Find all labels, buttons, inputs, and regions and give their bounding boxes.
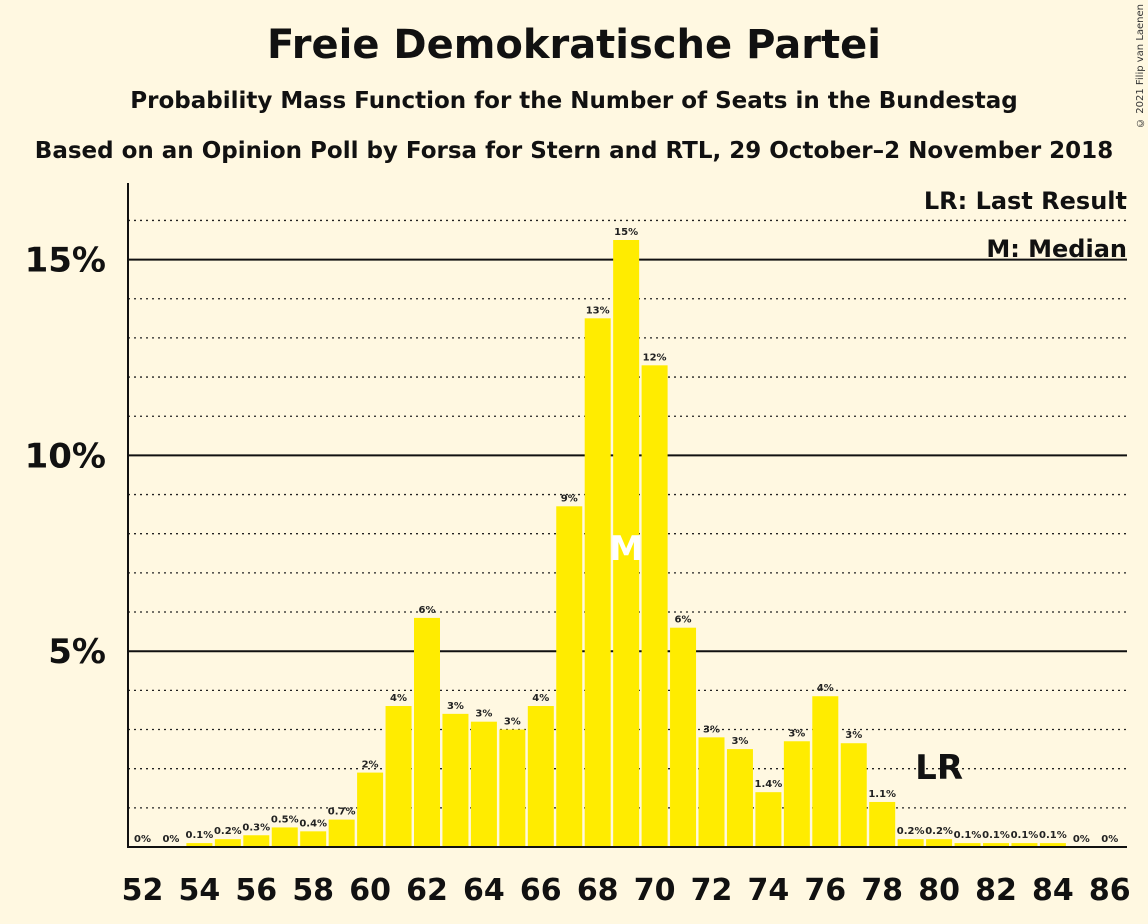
data-label: 1.1%: [868, 789, 896, 800]
bar: [1039, 843, 1066, 847]
bar: [584, 318, 611, 847]
bar: [527, 706, 554, 847]
data-label: 0.1%: [186, 830, 214, 841]
data-label: 15%: [614, 227, 638, 238]
bar: [897, 839, 924, 847]
bar: [499, 729, 526, 847]
x-tick-label: 62: [406, 873, 448, 908]
data-label: 0%: [134, 834, 151, 845]
last-result-marker: LR: [915, 748, 963, 788]
data-label: 0.4%: [299, 818, 327, 829]
data-label: 0.1%: [1011, 830, 1039, 841]
x-tick-label: 84: [1032, 873, 1074, 908]
data-label: 0.3%: [242, 822, 270, 833]
data-label: 3%: [731, 736, 748, 747]
y-tick-label: 15%: [25, 241, 106, 281]
bar: [698, 737, 725, 847]
bar: [470, 721, 497, 847]
data-label: 0.2%: [925, 826, 953, 837]
x-tick-label: 82: [975, 873, 1017, 908]
bar: [442, 713, 469, 847]
data-label: 0%: [162, 834, 179, 845]
legend-last-result: LR: Last Result: [924, 187, 1127, 215]
x-tick-label: 80: [918, 873, 960, 908]
x-tick-label: 78: [861, 873, 903, 908]
data-label: 3%: [703, 724, 720, 735]
x-tick-label: 86: [1089, 873, 1131, 908]
data-label: 0%: [1073, 834, 1090, 845]
data-label: 0%: [1101, 834, 1118, 845]
bar: [670, 627, 697, 847]
x-tick-label: 58: [292, 873, 334, 908]
data-label: 3%: [447, 701, 464, 712]
bar: [869, 801, 896, 847]
data-label: 9%: [561, 493, 578, 504]
x-tick-label: 52: [122, 873, 164, 908]
chart-source-subtitle: Based on an Opinion Poll by Forsa for St…: [34, 138, 1114, 164]
median-marker: M: [609, 529, 643, 569]
x-tick-label: 76: [804, 873, 846, 908]
bar: [243, 835, 270, 847]
y-tick-label: 10%: [25, 436, 106, 476]
y-tick-label: 5%: [48, 632, 106, 672]
data-label: 0.1%: [954, 830, 982, 841]
x-tick-label: 56: [235, 873, 277, 908]
legend-median: M: Median: [986, 235, 1127, 263]
x-tick-label: 68: [577, 873, 619, 908]
bar: [954, 843, 981, 847]
bar: [328, 819, 355, 847]
data-label: 6%: [675, 615, 692, 626]
bar: [926, 839, 953, 847]
x-tick-label: 64: [463, 873, 505, 908]
bar: [300, 831, 327, 847]
data-label: 0.7%: [328, 807, 356, 818]
bar: [357, 772, 384, 847]
x-tick-label: 54: [179, 873, 221, 908]
bar: [840, 743, 867, 847]
data-label: 2%: [362, 760, 379, 771]
bar: [726, 749, 753, 847]
x-tick-label: 66: [520, 873, 562, 908]
data-label: 3%: [475, 709, 492, 720]
bar: [641, 365, 668, 847]
data-label: 0.2%: [897, 826, 925, 837]
data-label: 0.5%: [271, 814, 299, 825]
bar: [186, 843, 213, 847]
bar: [414, 617, 440, 847]
bar: [214, 839, 241, 847]
bars: 0% 0% 0.1% 0.2% 0.3%0.5% 0.4%0.7%2%4%6%3%3%3%…: [134, 227, 1118, 847]
bar: [983, 843, 1009, 847]
chart-subtitle: Probability Mass Function for the Number…: [130, 88, 1018, 114]
bar: [755, 792, 782, 847]
bar: [385, 706, 412, 847]
data-label: 0.1%: [982, 830, 1010, 841]
data-label: 4%: [390, 693, 407, 704]
x-tick-label: 74: [748, 873, 790, 908]
bar: [613, 240, 640, 847]
data-label: 3%: [845, 730, 862, 741]
bar: [783, 741, 810, 847]
bar: [271, 827, 298, 847]
data-label: 6%: [419, 605, 436, 616]
data-label: 0.1%: [1039, 830, 1067, 841]
chart-title: Freie Demokratische Partei: [266, 22, 881, 68]
axes: 5% 10% 15% 52 54 56 58 60 62 64 66 68 70 72 74 76 78 80 82…: [25, 183, 1131, 908]
x-tick-label: 70: [634, 873, 676, 908]
data-label: 3%: [504, 717, 521, 728]
data-label: 13%: [586, 305, 610, 316]
data-label: 4%: [817, 683, 834, 694]
data-label: 0.2%: [214, 826, 242, 837]
data-label: 4%: [532, 693, 549, 704]
bar: [812, 696, 839, 847]
data-label: 3%: [788, 728, 805, 739]
bar: [1011, 843, 1038, 847]
data-label: 1.4%: [755, 779, 783, 790]
bar: [556, 506, 583, 847]
data-label: 12%: [643, 352, 667, 363]
x-tick-label: 60: [349, 873, 391, 908]
x-tick-label: 72: [691, 873, 733, 908]
